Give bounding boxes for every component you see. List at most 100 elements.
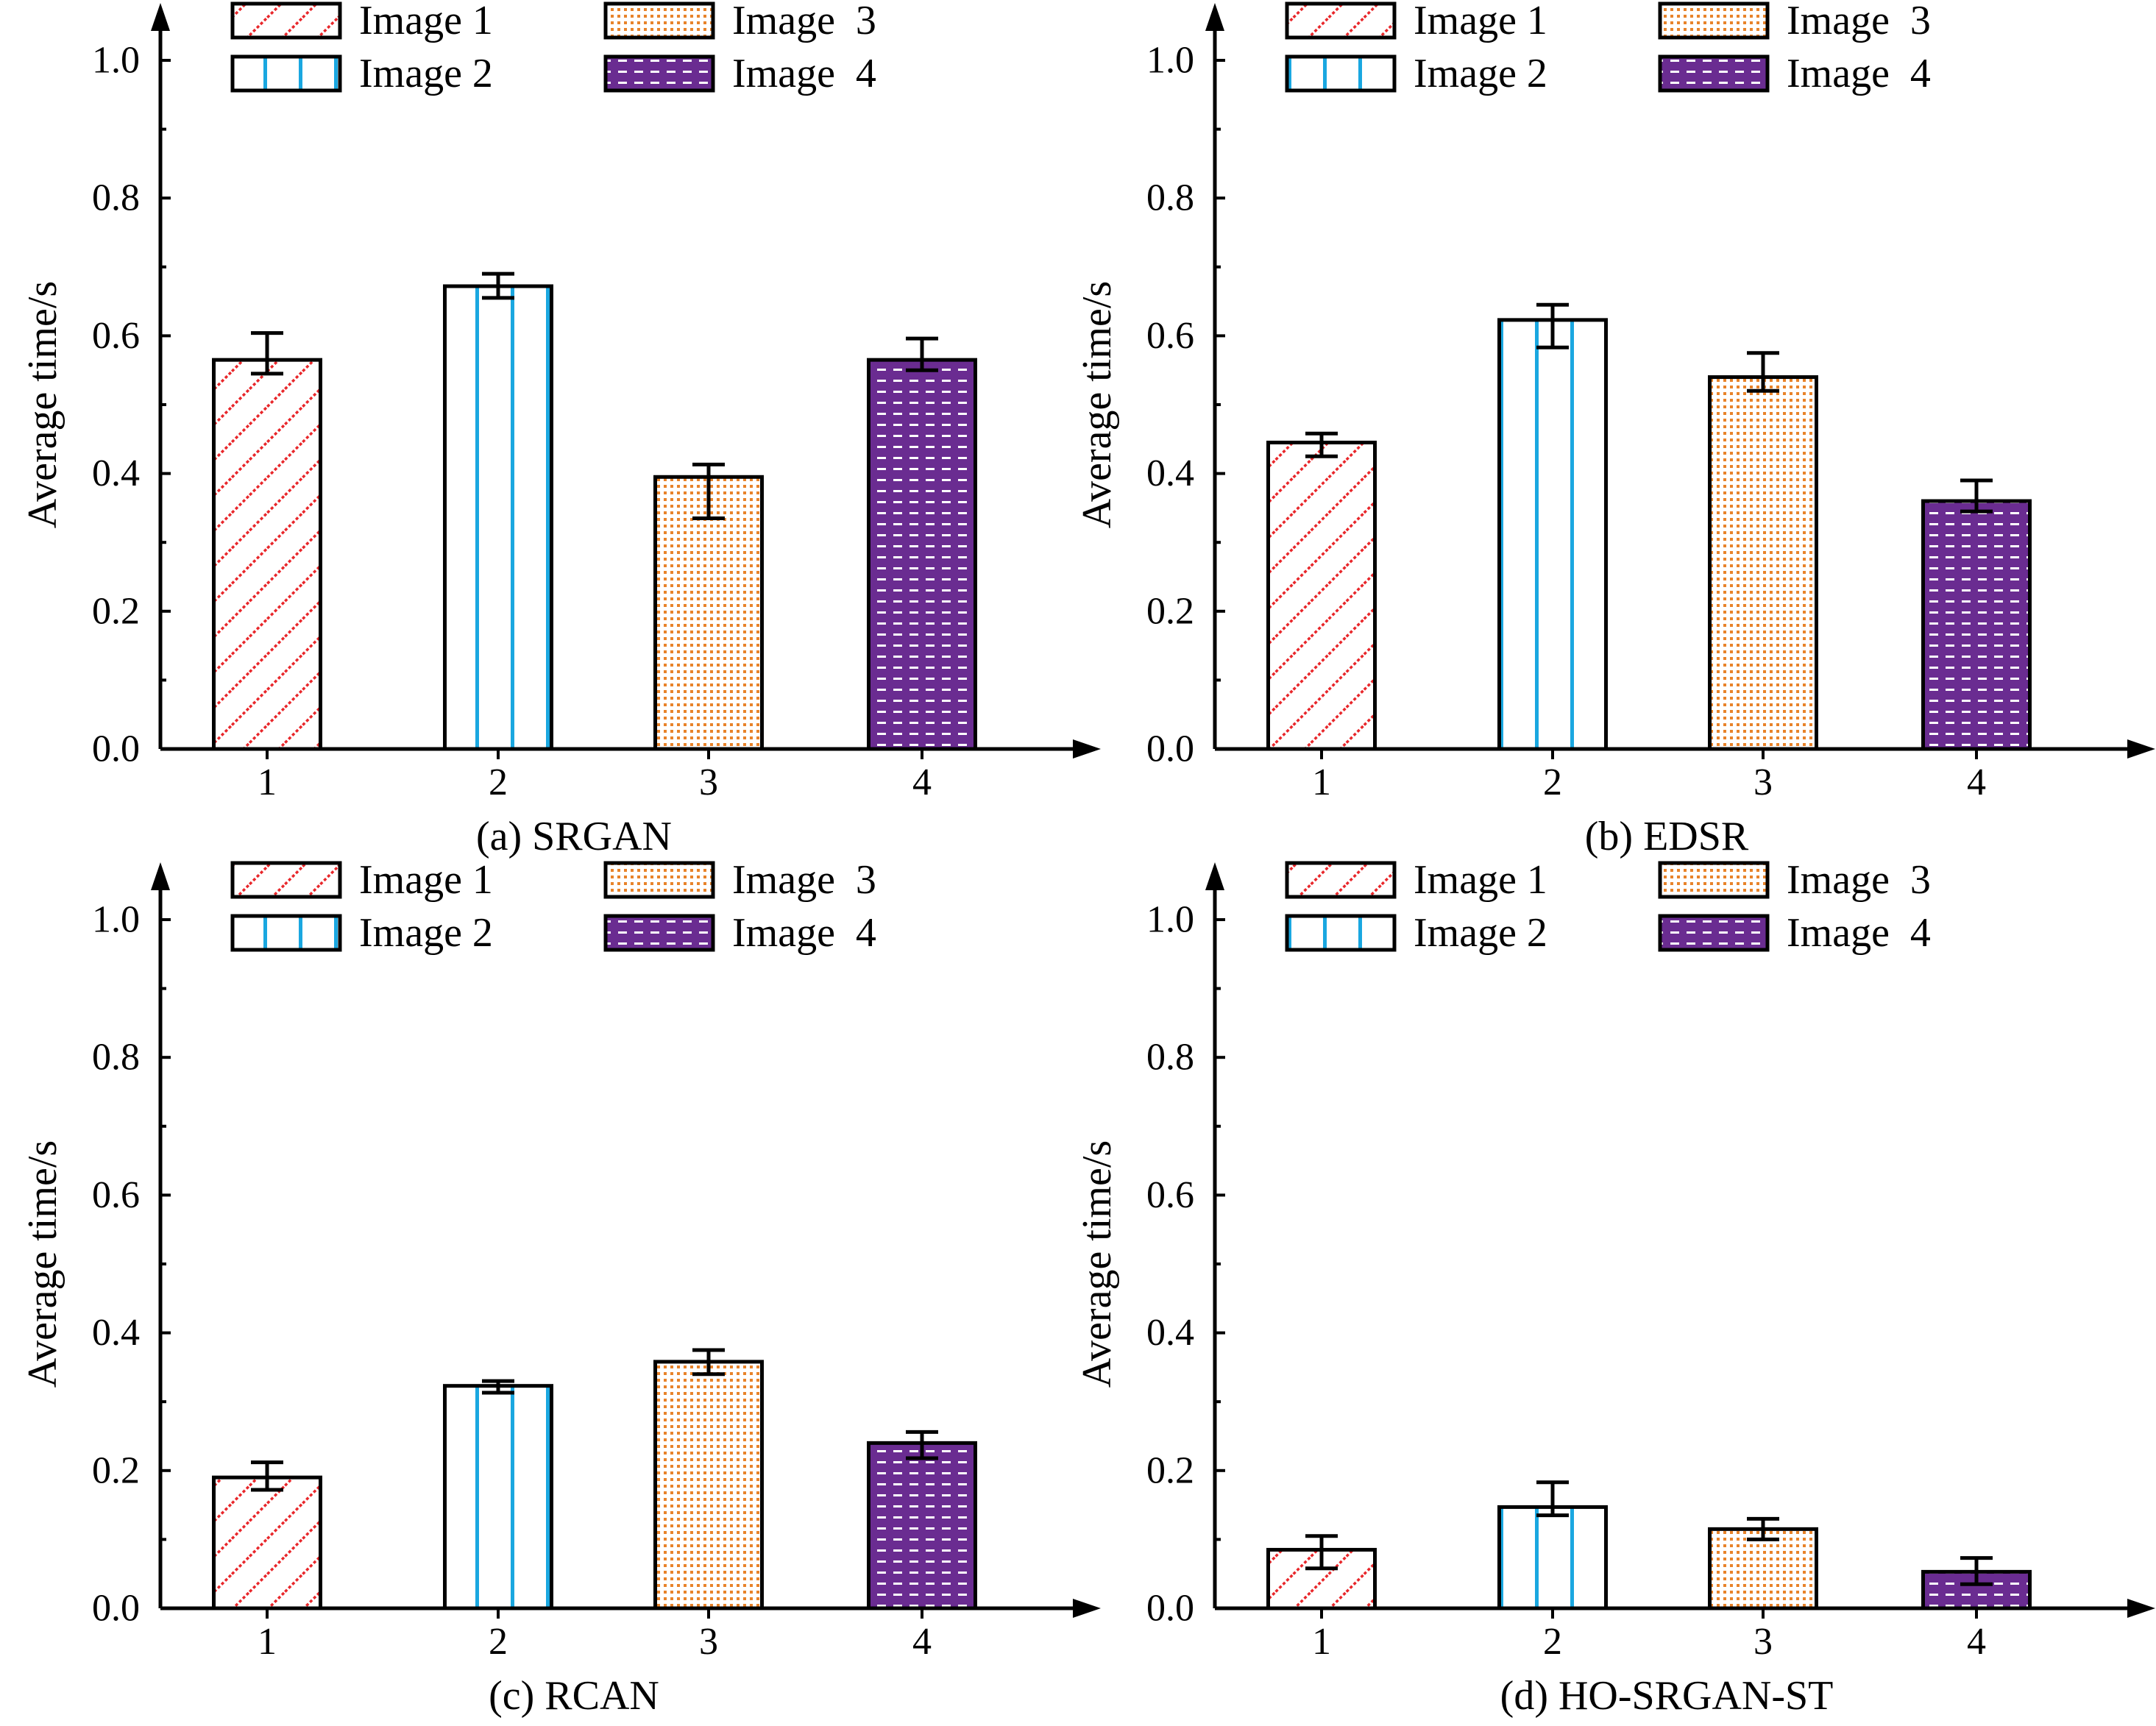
panel-edsr-ytick-label: 0.8	[1146, 177, 1194, 219]
panel-ho-srgan-st-errorbar-1	[1305, 1534, 1338, 1571]
panel-edsr-x-axis-arrow	[2127, 739, 2155, 759]
panel-srgan-legend-swatch-4	[603, 54, 715, 93]
panel-srgan-legend-swatch-3	[603, 1, 715, 40]
panel-ho-srgan-st-ytick-label: 0.4	[1146, 1312, 1194, 1354]
panel-ho-srgan-st-bar-3	[1708, 1527, 1818, 1610]
panel-edsr-legend-label-3: Image 3	[1787, 0, 1931, 43]
panel-ho-srgan-st-xtick-label-1: 1	[1312, 1621, 1331, 1663]
panel-ho-srgan-st-ytick-label: 0.8	[1146, 1037, 1194, 1079]
panel-srgan-legend: Image 1 Image 2 Image 3 Image 4	[230, 0, 876, 96]
panel-rcan-ytick-label: 0.2	[92, 1449, 140, 1491]
panel-rcan-legend-swatch-3	[603, 861, 715, 899]
panel-srgan-x-axis-arrow	[1073, 739, 1101, 759]
panel-srgan-ytick-label: 0.4	[92, 452, 140, 494]
panel-rcan-xtick-label-3: 3	[699, 1621, 718, 1663]
panel-ho-srgan-st-x-axis-arrow	[2127, 1599, 2155, 1618]
panel-ho-srgan-st-errorbar-3	[1747, 1516, 1779, 1541]
panel-ho-srgan-st-legend-swatch-1	[1285, 861, 1397, 899]
panel-ho-srgan-st-legend-swatch-2	[1285, 914, 1397, 952]
panel-ho-srgan-st-caption: (d) HO-SRGAN-ST	[1500, 1673, 1834, 1719]
panel-edsr-legend-swatch-4	[1658, 54, 1770, 93]
panel-srgan-ytick-label: 0.8	[92, 177, 140, 219]
panel-rcan-legend-swatch-1	[230, 861, 342, 899]
panel-edsr-ytick-label: 1.0	[1146, 40, 1194, 82]
panel-edsr-legend-label-4: Image 4	[1787, 51, 1931, 96]
panel-edsr-errorbar-1	[1305, 431, 1338, 458]
panel-rcan-ytick-label: 0.8	[92, 1037, 140, 1079]
panel-edsr-legend-swatch-1	[1285, 1, 1397, 40]
panel-rcan-errorbar-4	[906, 1430, 938, 1460]
panel-ho-srgan-st-xtick-label-4: 4	[1967, 1621, 1986, 1663]
panel-edsr-ytick-label: 0.2	[1146, 590, 1194, 632]
panel-ho-srgan-st-xtick-label-3: 3	[1753, 1621, 1773, 1663]
panel-rcan-xtick-label-2: 2	[489, 1621, 508, 1663]
panel-edsr-bar-2	[1497, 318, 1608, 751]
panel-rcan-legend-label-1: Image 1	[359, 857, 493, 903]
panel-srgan-bar-2	[443, 284, 553, 751]
panel-edsr-bar-1	[1266, 440, 1377, 751]
panel-ho-srgan-st-ytick-label: 1.0	[1146, 899, 1194, 941]
panel-ho-srgan-st-legend-label-4: Image 4	[1787, 910, 1931, 956]
panel-ho-srgan-st-xtick-label-2: 2	[1543, 1621, 1562, 1663]
panel-edsr-legend-label-2: Image 2	[1414, 51, 1547, 96]
panel-ho-srgan-st-errorbar-2	[1536, 1480, 1569, 1518]
panel-edsr-legend: Image 1 Image 2 Image 3 Image 4	[1285, 0, 1931, 96]
panel-srgan-ytick-label: 0.0	[92, 728, 140, 770]
panel-rcan-bar-4	[867, 1441, 977, 1610]
panel-edsr-xtick-label-1: 1	[1312, 761, 1331, 803]
panel-srgan-legend-swatch-2	[230, 54, 342, 93]
panel-rcan-legend-label-2: Image 2	[359, 910, 493, 956]
panel-srgan-errorbar-3	[692, 462, 725, 520]
panel-ho-srgan-st-legend-label-2: Image 2	[1414, 910, 1547, 956]
panel-srgan-xtick-label-2: 2	[489, 761, 508, 803]
panel-rcan-legend-label-3: Image 3	[732, 857, 876, 903]
panel-ho-srgan-st-legend-label-3: Image 3	[1787, 857, 1931, 903]
panel-srgan-xtick-label-3: 3	[699, 761, 718, 803]
panel-rcan-bar-2	[443, 1384, 553, 1610]
panel-ho-srgan-st-ytick-label: 0.6	[1146, 1174, 1194, 1216]
panel-srgan-legend-label-4: Image 4	[732, 51, 876, 96]
panel-edsr-y-axis-arrow	[1205, 3, 1224, 31]
panel-edsr-xtick-label-2: 2	[1543, 761, 1562, 803]
panel-ho-srgan-st-ylabel: Average time/s	[1074, 1140, 1120, 1388]
panel-srgan-bar-1	[212, 358, 322, 751]
panel-edsr-legend-swatch-3	[1658, 1, 1770, 40]
panel-edsr-bar-3	[1708, 375, 1818, 751]
panel-srgan-errorbar-2	[482, 271, 514, 300]
panel-rcan-errorbar-3	[692, 1348, 725, 1377]
panel-rcan-ylabel: Average time/s	[20, 1140, 65, 1388]
panel-srgan-legend-label-3: Image 3	[732, 0, 876, 43]
panel-srgan-xtick-label-4: 4	[912, 761, 932, 803]
panel-srgan-ytick-label: 0.6	[92, 315, 140, 357]
panel-rcan-xtick-label-1: 1	[258, 1621, 277, 1663]
panel-srgan-ytick-label: 1.0	[92, 40, 140, 82]
panel-edsr-legend-swatch-2	[1285, 54, 1397, 93]
panel-rcan-ytick-label: 1.0	[92, 899, 140, 941]
panel-ho-srgan-st-y-axis-arrow	[1205, 862, 1224, 890]
panel-rcan-legend-label-4: Image 4	[732, 910, 876, 956]
panel-rcan-bar-1	[212, 1475, 322, 1610]
panel-rcan-x-axis-arrow	[1073, 1599, 1101, 1618]
panel-edsr-ytick-label: 0.0	[1146, 728, 1194, 770]
panel-edsr-caption: (b) EDSR	[1585, 814, 1749, 859]
panel-rcan-legend-swatch-4	[603, 914, 715, 952]
panel-rcan-ytick-label: 0.6	[92, 1174, 140, 1216]
panel-srgan-caption: (a) SRGAN	[476, 814, 672, 859]
panel-rcan-bar-3	[653, 1360, 764, 1610]
panel-edsr-xtick-label-3: 3	[1753, 761, 1773, 803]
panel-rcan-legend: Image 1 Image 2 Image 3 Image 4	[230, 857, 876, 956]
panel-rcan-errorbar-2	[482, 1379, 514, 1395]
panel-ho-srgan-st-legend: Image 1 Image 2 Image 3 Image 4	[1285, 857, 1931, 956]
panel-rcan-y-axis-arrow	[151, 862, 170, 890]
panel-srgan-xtick-label-1: 1	[258, 761, 277, 803]
panel-rcan-ytick-label: 0.4	[92, 1312, 140, 1354]
panel-edsr-xtick-label-4: 4	[1967, 761, 1986, 803]
panel-srgan-legend-label-1: Image 1	[359, 0, 493, 43]
panel-srgan-errorbar-1	[251, 331, 283, 376]
